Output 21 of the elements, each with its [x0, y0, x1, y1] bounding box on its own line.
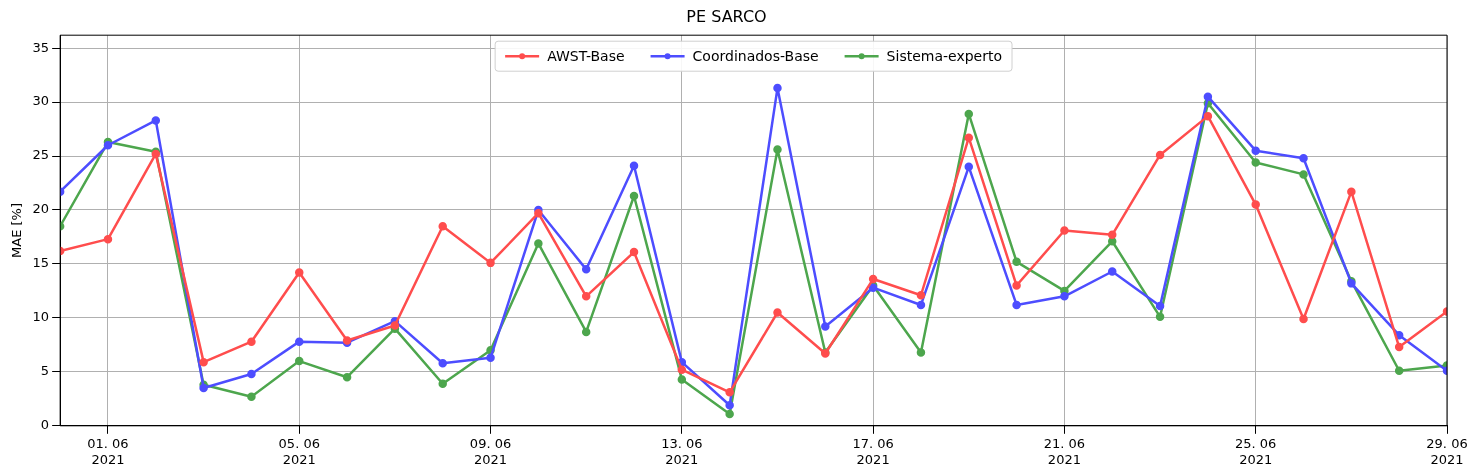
x-tick-label: 01. 06 2021	[87, 435, 129, 467]
y-tick-label: 30	[32, 93, 50, 109]
legend-label: Coordinados-Base	[692, 47, 819, 64]
x-tick-label: 17. 06 2021	[852, 435, 894, 467]
y-tick-label: 5	[40, 363, 50, 379]
x-tick-label: 13. 06 2021	[661, 435, 703, 467]
legend-label: AWST-Base	[547, 47, 625, 64]
x-tick-label: 05. 06 2021	[278, 435, 320, 467]
chart-title: PE SARCO	[686, 6, 767, 26]
y-tick-label: 20	[32, 201, 50, 217]
legend-label: Sistema-experto	[886, 47, 1003, 64]
x-tick-label: 29. 06 2021	[1426, 435, 1468, 467]
y-tick-label: 35	[32, 39, 50, 55]
x-tick-label: 25. 06 2021	[1235, 435, 1277, 467]
x-tick-label: 09. 06 2021	[469, 435, 512, 467]
y-axis-title: MAE [%]	[9, 203, 25, 258]
y-tick-label: 0	[40, 417, 50, 433]
y-tick-label: 10	[32, 309, 50, 325]
y-tick-label: 15	[32, 255, 50, 271]
y-tick-label: 25	[32, 147, 50, 163]
x-tick-label: 21. 06 2021	[1043, 435, 1086, 467]
